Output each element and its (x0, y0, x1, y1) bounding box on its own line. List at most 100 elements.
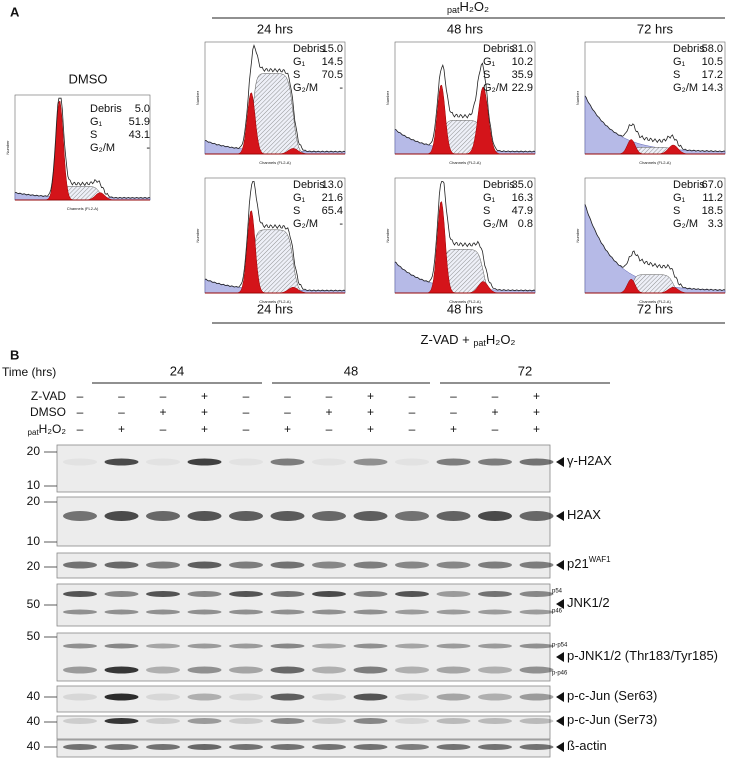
condition-label: patH₂O₂ (28, 422, 67, 437)
blot-band (436, 693, 471, 701)
blot-band (270, 693, 305, 701)
stat-name: G₁ (293, 192, 306, 204)
stat-name: G₂/M (673, 218, 698, 230)
blot-band (436, 744, 471, 750)
blot-band (478, 718, 512, 724)
protein-name: ß-actin (567, 738, 607, 753)
mw-marker: 40 (27, 739, 41, 753)
blot-band (395, 561, 429, 569)
blot-band (229, 591, 263, 597)
blot-band (519, 744, 554, 750)
blot-band (478, 561, 512, 569)
blot-band (436, 458, 471, 466)
treatment-sign: – (409, 422, 416, 436)
blot-band (270, 666, 305, 674)
blot-band (312, 744, 346, 750)
protein-label: γ-H2AX (567, 453, 612, 468)
treatment-sign: + (450, 422, 457, 436)
treatment-sign: + (367, 422, 374, 436)
blot-band (270, 643, 305, 649)
band-label: p54 (552, 589, 563, 595)
plot-title: 24 hrs (257, 21, 294, 36)
plot-frame (14, 94, 151, 201)
x-axis-label: Channels (FL2-A) (449, 160, 481, 165)
g2-peak (205, 287, 345, 294)
protein-name: p-JNK1/2 (Thr183/Tyr185) (567, 648, 718, 663)
treatment-sign: – (243, 389, 250, 403)
blot-band (436, 643, 471, 649)
blot-band (187, 643, 222, 649)
plot-title: 24 hrs (257, 301, 294, 316)
y-axis-label: Number (385, 228, 390, 243)
treatment-sign: + (325, 405, 332, 419)
g2-peak (395, 86, 535, 155)
histogram-outline (205, 181, 346, 292)
blot-band (312, 666, 346, 674)
g2-peak (585, 144, 725, 155)
blot-band (104, 643, 139, 649)
time-point: 48 (344, 363, 358, 378)
blot-band (187, 666, 222, 674)
blot-band (187, 609, 222, 615)
panel-label: B (10, 347, 19, 362)
x-axis-label: Channels (FL2-A) (639, 160, 671, 165)
blot-band (478, 511, 512, 521)
blot-membrane (56, 583, 551, 627)
plot-title: DMSO (69, 71, 108, 86)
treatment-sign: – (284, 405, 291, 419)
protein-label: p-JNK1/2 (Thr183/Tyr185) (567, 648, 718, 663)
treatment-sign: – (160, 389, 167, 403)
blot-band (63, 591, 97, 597)
blot-band (312, 458, 346, 466)
arrowhead (556, 599, 564, 609)
blot-band (312, 561, 346, 569)
protein-label: p21WAF1 (567, 555, 611, 571)
stat-name: Debris (483, 179, 515, 191)
blot-band (519, 609, 554, 615)
blot-band (519, 511, 554, 521)
stat-value: 21.6 (322, 192, 343, 204)
stat-name: S (483, 205, 490, 217)
treatment-sign: – (450, 405, 457, 419)
protein-name: p-c-Jun (Ser73) (567, 712, 657, 727)
arrowhead (556, 692, 564, 702)
treatment-sign: – (77, 422, 84, 436)
blot-band (270, 511, 305, 521)
stat-name: Debris (483, 43, 515, 55)
stat-value: 0.8 (518, 218, 533, 230)
treatment-sign: – (409, 389, 416, 403)
blot-band (478, 458, 512, 466)
blot-band (436, 561, 471, 569)
mw-marker: 10 (27, 534, 41, 548)
treatment-sign: – (450, 389, 457, 403)
blot-band (478, 693, 512, 701)
protein-name: p-c-Jun (Ser63) (567, 688, 657, 703)
stat-value: 5.0 (135, 103, 150, 115)
histogram-outline (394, 181, 536, 292)
blot-band (146, 718, 180, 724)
stat-name: Debris (293, 43, 325, 55)
blot-band (63, 511, 97, 521)
blot-band (63, 643, 97, 649)
band-label: p46 (552, 609, 563, 615)
blot-band (395, 591, 429, 597)
stat-value: 11.2 (702, 192, 723, 204)
blot-band (146, 744, 180, 750)
compound: H₂O₂ (486, 332, 516, 347)
stat-name: S (483, 69, 490, 81)
mw-marker: 20 (27, 494, 41, 508)
superscript: WAF1 (589, 555, 611, 564)
x-axis-label: Channels (FL2-A) (639, 299, 671, 304)
treatment-sign: – (326, 422, 333, 436)
blot-band (395, 666, 429, 674)
treatment-sign: + (533, 405, 540, 419)
treatment-sign: – (118, 389, 125, 403)
blot-band (104, 458, 139, 466)
treatment-sign: + (367, 405, 374, 419)
blot-band (436, 609, 471, 615)
arrowhead (556, 716, 564, 726)
histogram-outline (394, 62, 536, 153)
blot-membrane (56, 632, 551, 682)
stat-name: S (293, 69, 300, 81)
blot-membrane (56, 496, 551, 547)
